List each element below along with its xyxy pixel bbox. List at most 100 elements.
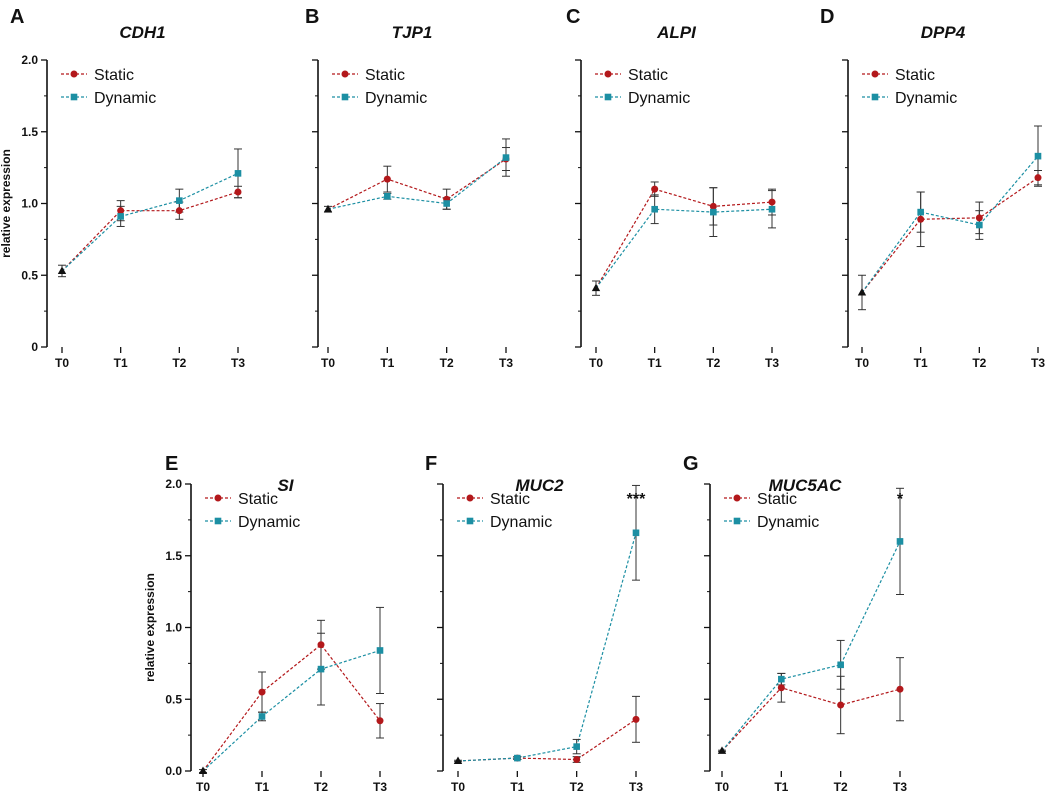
panel-g-xtick-label: T3 [893,780,907,794]
panel-d-series-dynamic-line [861,155,1039,293]
panel-f-series-static-line [457,718,637,762]
panel-b-label: B [305,6,319,28]
panel-b-title: TJP1 [392,23,433,42]
panel-d-point-dynamic [917,208,924,216]
panel-g-xtick-label: T1 [774,780,788,794]
panel-f-xtick-label: T3 [629,780,643,794]
panel-a-legend-static-label: Static [94,67,134,84]
panel-b-xtick-label: T3 [499,356,513,370]
panel-f-legend-static-label: Static [490,491,530,508]
panel-g-xtick-label: T2 [834,780,848,794]
panel-f-legend-static-marker [466,494,474,502]
panel-c-point-dynamic [651,205,658,213]
panel-e-label: E [165,453,178,475]
panel-c-series-dynamic-line [595,208,773,289]
panel-g-legend-dynamic-marker [733,517,741,525]
panel-g-label: G [683,453,699,475]
panel-b-legend-dynamic-label: Dynamic [365,90,427,107]
panel-a-point-static [234,188,242,196]
panel-f-legend-dynamic-label: Dynamic [490,514,552,531]
panel-d-xtick-label: T0 [855,356,869,370]
panel-e-ytick-label: 0.5 [165,692,182,706]
panel-a-legend-dynamic-marker [70,93,78,101]
panel-d-point-dynamic [1034,152,1042,160]
panel-f-significance: *** [627,491,646,508]
panel-a-legend-dynamic-label: Dynamic [94,90,156,107]
panel-b-xtick-label: T0 [321,356,335,370]
panel-d-series-static-line [861,177,1039,293]
panel-e-ytick-label: 1.0 [165,621,182,635]
panel-a-xtick-label: T0 [55,356,69,370]
panel-c-legend-dynamic-marker [604,93,612,101]
panel-c-xtick-label: T1 [648,356,662,370]
panel-b-series-dynamic-line [327,157,507,210]
panel-b-point-dynamic [502,154,510,161]
panel-b-legend-static-label: Static [365,67,405,84]
panel-e-series-dynamic-line [202,649,381,772]
panel-c-point-static [709,202,717,210]
panel-a-xtick-label: T3 [231,356,245,370]
panel-b-legend-static-marker [341,70,349,78]
panel-b-point-baseline [323,204,333,213]
panel-f-legend-dynamic-marker [466,517,474,525]
panel-e-point-dynamic [317,665,325,673]
panel-g-point-baseline [717,746,727,754]
panel-g-point-static [896,685,904,693]
panel-a-ylabel: relative expression [0,149,13,258]
panel-g-xtick-label: T0 [715,780,729,794]
panel-e-point-static [376,717,384,725]
panel-e-point-baseline [198,766,208,774]
panel-g-series-static-line [721,687,901,752]
panel-a-point-static [117,207,125,215]
panel-e-legend-dynamic-marker [214,517,222,525]
panel-f-label: F [425,453,437,475]
panel-g-point-static [777,684,785,692]
panel-a-xtick-label: T1 [114,356,128,370]
panel-a-ytick-label: 1.0 [21,197,38,211]
panel-e-ylabel: relative expression [143,573,157,682]
panel-f-point-dynamic [632,529,640,537]
panel-d-legend-static-marker [871,70,879,78]
panel-e-title: SI [277,476,294,495]
panel-b-series-static-line [327,158,507,210]
panel-b-xtick-label: T1 [380,356,394,370]
panel-g-point-dynamic [778,675,785,683]
panel-d-xtick-label: T2 [972,356,986,370]
panel-e-ytick-label: 1.5 [165,549,182,563]
panel-a-ytick-label: 2.0 [21,53,38,67]
panel-d-label: D [820,6,834,28]
panel-a-point-dynamic [176,197,183,204]
panel-f-point-static [632,715,640,723]
panel-a-point-baseline [57,266,67,274]
panel-g-point-dynamic [896,538,904,545]
panel-e-xtick-label: T2 [314,780,328,794]
panel-d-legend-static-label: Static [895,67,935,84]
panel-c-label: C [566,6,580,28]
panel-d-point-baseline [857,287,867,296]
panel-e-xtick-label: T0 [196,780,210,794]
panel-d-point-static [1034,174,1042,182]
panel-f-point-dynamic [514,754,521,762]
panel-c-legend-static-marker [604,70,612,78]
panel-d-point-static [917,215,925,223]
panel-e-point-dynamic [376,647,384,654]
panel-c-point-dynamic [768,205,776,213]
panel-g-legend-dynamic-label: Dynamic [757,514,819,531]
panel-c-legend-dynamic-label: Dynamic [628,90,690,107]
panel-d-legend-dynamic-label: Dynamic [895,90,957,107]
panel-f-title: MUC2 [515,476,564,495]
panel-a-ytick-label: 0 [31,340,38,354]
panel-g-legend-static-marker [733,494,741,502]
panel-c-title: ALPI [656,23,697,42]
panel-a-legend-static-marker [70,70,78,78]
panel-e-point-static [258,688,266,696]
panel-f-xtick-label: T0 [451,780,465,794]
panel-g-point-dynamic [837,661,844,669]
panel-c-point-static [768,198,776,206]
panel-f-point-baseline [453,756,463,764]
panel-d-title: DPP4 [921,23,966,42]
panel-e-legend-static-marker [214,494,222,502]
panel-e-series-static-line [202,643,381,772]
panel-c-point-baseline [591,283,601,292]
panel-g-legend-static-label: Static [757,491,797,508]
